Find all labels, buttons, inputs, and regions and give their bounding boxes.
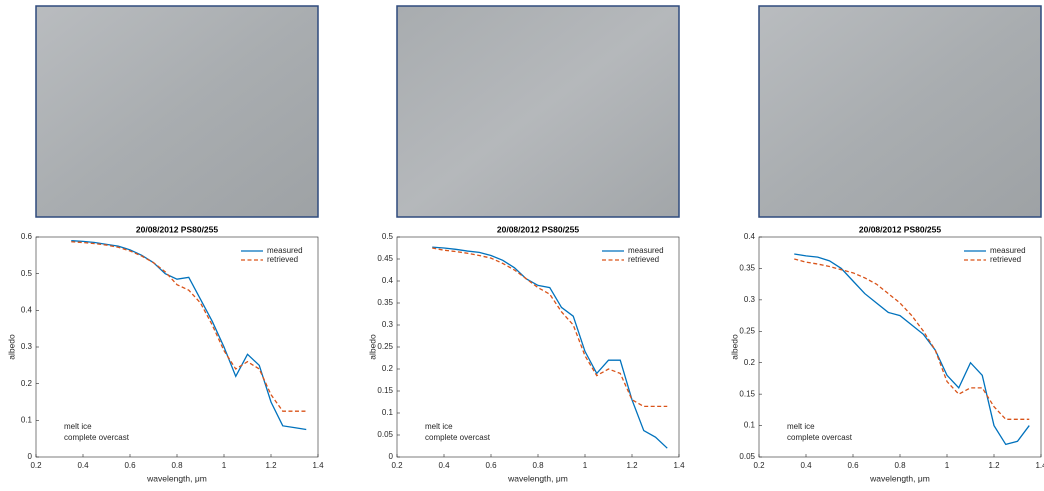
y-tick-label: 0.5 (21, 269, 33, 278)
x-tick-label: 0.4 (800, 461, 812, 470)
y-tick-label: 0.2 (744, 358, 756, 367)
y-tick-label: 0.3 (744, 295, 756, 304)
y-tick-label: 0.35 (377, 298, 393, 307)
annotation: complete overcast (787, 433, 853, 442)
x-tick-label: 0.2 (753, 461, 765, 470)
x-tick-label: 0.2 (391, 461, 403, 470)
y-tick-label: 0.05 (377, 430, 393, 439)
y-tick-label: 0.05 (739, 452, 755, 461)
y-tick-label: 0.15 (739, 389, 755, 398)
x-tick-label: 1.4 (1035, 461, 1044, 470)
annotation: melt ice (64, 422, 92, 431)
legend-label: measured (628, 246, 664, 255)
y-axis-label: albedo (367, 334, 377, 360)
x-tick-label: 0.8 (532, 461, 544, 470)
y-tick-label: 0.6 (21, 232, 33, 241)
chart-title: 20/08/2012 PS80/255 (497, 224, 580, 234)
photo (396, 5, 680, 218)
x-tick-label: 1 (945, 461, 950, 470)
x-tick-label: 1.2 (265, 461, 277, 470)
x-tick-label: 1.2 (626, 461, 638, 470)
x-axis-label: wavelength, μm (869, 473, 930, 483)
plot-area (35, 236, 319, 458)
x-tick-label: 1 (222, 461, 227, 470)
plot-area (396, 236, 680, 458)
annotation: melt ice (787, 422, 815, 431)
x-tick-label: 0.6 (847, 461, 859, 470)
legend-label: retrieved (990, 255, 1021, 264)
y-tick-label: 0.25 (739, 326, 755, 335)
y-tick-label: 0 (28, 452, 33, 461)
y-tick-label: 0.1 (382, 408, 394, 417)
y-tick-label: 0.15 (377, 386, 393, 395)
series-line (71, 241, 307, 412)
y-tick-label: 0.1 (21, 415, 33, 424)
y-tick-label: 0.5 (382, 232, 394, 241)
series-line (71, 240, 307, 431)
annotation: complete overcast (64, 433, 130, 442)
x-tick-label: 1.2 (988, 461, 1000, 470)
y-tick-label: 0.3 (382, 320, 394, 329)
x-tick-label: 0.6 (124, 461, 136, 470)
x-tick-label: 0.2 (30, 461, 42, 470)
y-tick-label: 0.2 (21, 379, 33, 388)
legend-label: retrieved (628, 255, 659, 264)
plot-area (758, 236, 1042, 458)
x-tick-label: 0.8 (171, 461, 183, 470)
photo (758, 5, 1042, 218)
y-tick-label: 0.35 (739, 264, 755, 273)
series-line (432, 246, 668, 449)
x-tick-label: 0.4 (438, 461, 450, 470)
y-tick-label: 0.3 (21, 342, 33, 351)
y-tick-label: 0.4 (744, 232, 756, 241)
series-line (794, 253, 1030, 446)
x-tick-label: 1 (583, 461, 588, 470)
y-axis-label: albedo (729, 334, 739, 360)
legend-label: measured (990, 246, 1026, 255)
y-tick-label: 0.4 (382, 276, 394, 285)
annotation: complete overcast (425, 433, 491, 442)
annotation: melt ice (425, 422, 453, 431)
x-tick-label: 1.4 (673, 461, 685, 470)
photo (35, 5, 319, 218)
x-tick-label: 1.4 (312, 461, 324, 470)
legend-label: measured (267, 246, 303, 255)
y-tick-label: 0.4 (21, 305, 33, 314)
y-tick-label: 0.1 (744, 421, 756, 430)
x-tick-label: 0.4 (77, 461, 89, 470)
y-tick-label: 0.25 (377, 342, 393, 351)
x-axis-label: wavelength, μm (507, 473, 568, 483)
chart-title: 20/08/2012 PS80/255 (859, 224, 942, 234)
y-tick-label: 0 (389, 452, 394, 461)
y-axis-label: albedo (6, 334, 16, 360)
chart-title: 20/08/2012 PS80/255 (136, 224, 219, 234)
series-line (432, 247, 668, 408)
legend-label: retrieved (267, 255, 298, 264)
x-axis-label: wavelength, μm (146, 473, 207, 483)
x-tick-label: 0.8 (894, 461, 906, 470)
x-tick-label: 0.6 (485, 461, 497, 470)
y-tick-label: 0.45 (377, 254, 393, 263)
series-line (794, 258, 1030, 420)
y-tick-label: 0.2 (382, 364, 394, 373)
